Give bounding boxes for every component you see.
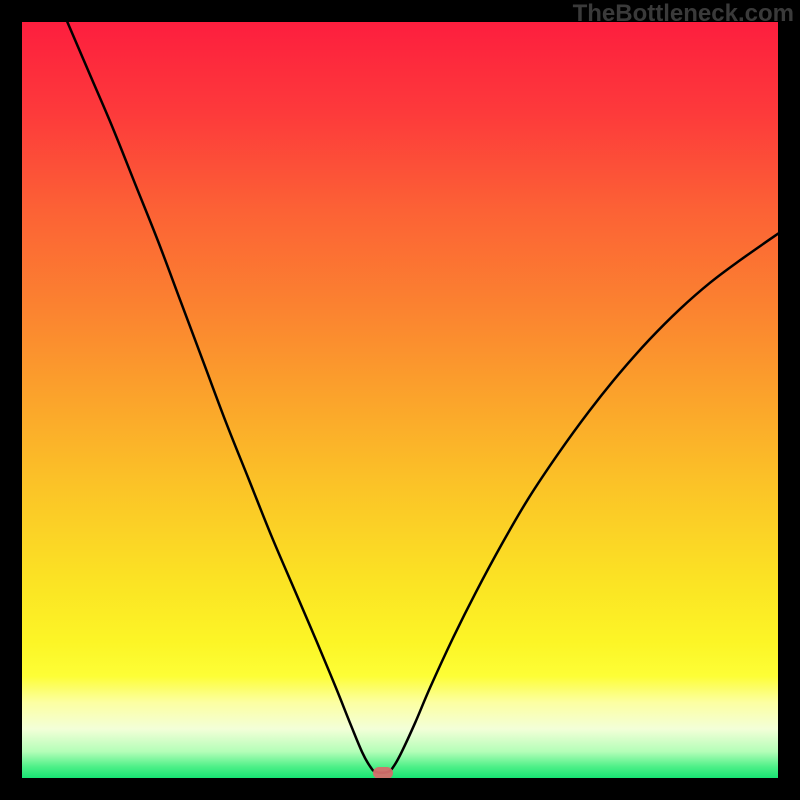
watermark-text: TheBottleneck.com xyxy=(573,0,794,28)
plot-area xyxy=(22,22,778,778)
bottleneck-curve xyxy=(22,22,778,778)
minimum-marker xyxy=(373,767,393,778)
